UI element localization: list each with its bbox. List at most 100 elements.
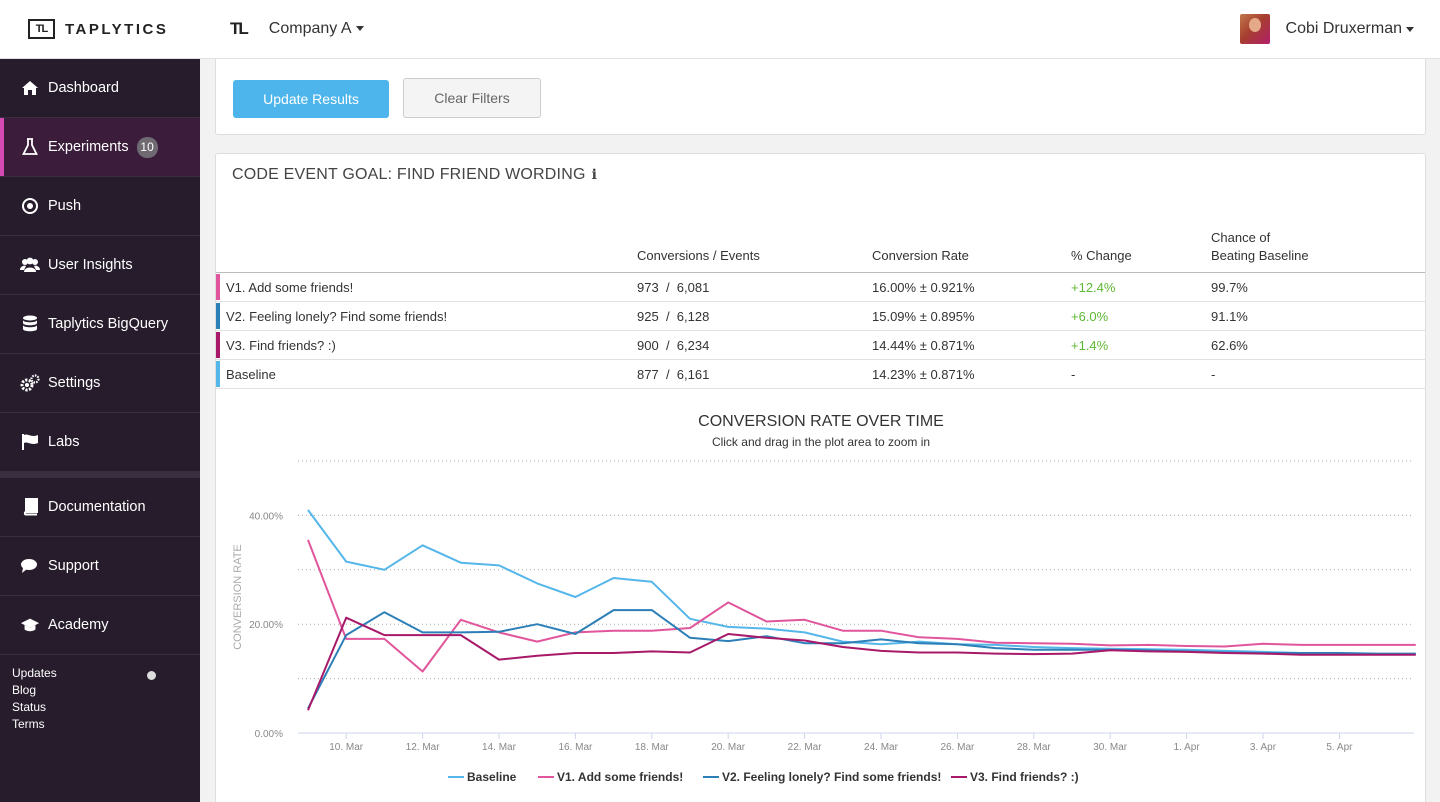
conversions-separator: / [665, 367, 670, 382]
variation-name: Baseline [226, 367, 276, 382]
user-menu[interactable]: Cobi Druxerman [1239, 14, 1414, 44]
series-line-3 [307, 616, 1416, 711]
updates-link[interactable]: Updates [12, 666, 57, 680]
home-icon [20, 78, 40, 98]
x-tick-label: 20. Mar [711, 742, 746, 753]
tl-logo-icon[interactable]: TL [230, 19, 249, 38]
goal-title: CODE EVENT GOAL: FIND FRIEND WORDING i [232, 166, 597, 184]
legend-item: V1. Add some friends! [557, 770, 683, 784]
series-line-1 [307, 539, 1416, 673]
gears-icon [20, 373, 40, 393]
chance-header: Chance of Beating Baseline [1211, 229, 1309, 265]
sidebar-item-academy[interactable]: Academy [0, 596, 200, 655]
conversion-chart[interactable]: CONVERSION RATE OVER TIME Click and drag … [216, 404, 1425, 802]
change-cell: - [1071, 367, 1076, 382]
conversions-cell: 973 / 6,081 [637, 280, 709, 295]
change-cell: +6.0% [1071, 309, 1109, 324]
chart-subtitle: Click and drag in the plot area to zoom … [712, 435, 930, 449]
sidebar-item-label: Dashboard [48, 80, 119, 96]
sidebar-item-label: Academy [48, 617, 109, 633]
x-tick-label: 12. Mar [406, 742, 441, 753]
sidebar-item-experiments[interactable]: Experiments 10 [0, 118, 200, 177]
sidebar-item-label: Taplytics BigQuery [48, 316, 169, 332]
x-tick-label: 24. Mar [864, 742, 899, 753]
conversions-cell: 877 / 6,161 [637, 367, 709, 382]
sidebar-item-label: Experiments [48, 139, 129, 155]
clear-filters-button[interactable]: Clear Filters [403, 78, 541, 118]
x-tick-label: 10. Mar [329, 742, 364, 753]
terms-link[interactable]: Terms [12, 717, 45, 731]
x-tick-label: 18. Mar [635, 742, 670, 753]
book-icon [20, 497, 40, 517]
target-icon [20, 196, 40, 216]
x-tick-label: 3. Apr [1250, 742, 1277, 753]
users-icon [20, 255, 40, 275]
company-name: Company A [268, 20, 352, 37]
conversions-cell: 925 / 6,128 [637, 309, 709, 324]
conversions-header: Conversions / Events [637, 248, 760, 263]
sidebar-item-label: Settings [48, 375, 101, 391]
avatar [1239, 14, 1270, 44]
x-tick-label: 30. Mar [1093, 742, 1128, 753]
sidebar-item-dashboard[interactable]: Dashboard [0, 59, 200, 118]
x-tick-label: 1. Apr [1174, 742, 1201, 753]
y-tick-label: 0.00% [255, 729, 283, 740]
table-row: V2. Feeling lonely? Find some friends! 92… [216, 302, 1425, 331]
results-table: Conversions / Events Conversion Rate % C… [216, 224, 1425, 389]
info-icon[interactable]: i [591, 167, 598, 183]
rate-cell: 15.09% ± 0.895% [872, 309, 975, 324]
company-selector[interactable]: Company A [269, 20, 364, 38]
table-row: V1. Add some friends! 973 / 6,081 16.00% ±… [216, 273, 1425, 302]
sidebar-item-user-insights[interactable]: User Insights [0, 236, 200, 295]
sidebar-item-labs[interactable]: Labs [0, 413, 200, 472]
blog-link[interactable]: Blog [12, 683, 37, 697]
sidebar-item-support[interactable]: Support [0, 537, 200, 596]
sidebar-item-settings[interactable]: Settings [0, 354, 200, 413]
brand[interactable]: TL TAPLYTICS [0, 0, 200, 59]
x-tick-label: 28. Mar [1017, 742, 1052, 753]
series-line-0 [307, 509, 1416, 656]
chat-icon [20, 556, 40, 576]
filter-panel: Update Results Clear Filters [215, 59, 1426, 135]
conversions-value: 900 [637, 338, 659, 353]
variation-color-bar [216, 332, 220, 358]
update-results-button[interactable]: Update Results [233, 80, 389, 118]
sidebar-item-label: User Insights [48, 257, 133, 273]
chevron-down-icon [355, 26, 364, 32]
x-tick-label: 5. Apr [1326, 742, 1353, 753]
rate-cell: 14.44% ± 0.871% [872, 338, 975, 353]
chance-cell: - [1211, 367, 1216, 382]
variation-color-bar [216, 274, 220, 300]
legend-item: V2. Feeling lonely? Find some friends! [722, 770, 941, 784]
rate-header: Conversion Rate [872, 248, 969, 263]
chart-title: CONVERSION RATE OVER TIME [698, 413, 944, 430]
x-tick-label: 26. Mar [940, 742, 975, 753]
y-axis-label: CONVERSION RATE [232, 544, 244, 650]
variation-color-bar [216, 361, 220, 387]
footer-links: Updates Blog Status Terms [0, 655, 200, 733]
conversions-separator: / [665, 280, 670, 295]
graduation-cap-icon [20, 615, 40, 635]
x-tick-label: 22. Mar [788, 742, 823, 753]
sidebar-item-bigquery[interactable]: Taplytics BigQuery [0, 295, 200, 354]
conversions-value: 877 [637, 367, 659, 382]
events-value: 6,128 [676, 309, 710, 324]
conversions-separator: / [665, 309, 670, 324]
events-value: 6,234 [676, 338, 710, 353]
flag-icon [20, 432, 40, 452]
sidebar-item-documentation[interactable]: Documentation [0, 478, 200, 537]
table-row: Baseline 877 / 6,161 14.23% ± 0.871% - - [216, 360, 1425, 389]
sidebar-item-push[interactable]: Push [0, 177, 200, 236]
database-icon [20, 314, 40, 334]
goal-title-text: CODE EVENT GOAL: FIND FRIEND WORDING [232, 166, 586, 183]
brand-name: TAPLYTICS [65, 20, 169, 38]
sidebar-item-label: Support [48, 558, 99, 574]
flask-icon [20, 137, 40, 157]
table-header: Conversions / Events Conversion Rate % C… [216, 224, 1425, 273]
status-link[interactable]: Status [12, 700, 47, 714]
events-value: 6,081 [676, 280, 710, 295]
legend-item: V3. Find friends? :) [970, 770, 1079, 784]
variation-name: V1. Add some friends! [226, 280, 354, 295]
variation-color-bar [216, 303, 220, 329]
experiments-count-badge: 10 [136, 136, 158, 158]
